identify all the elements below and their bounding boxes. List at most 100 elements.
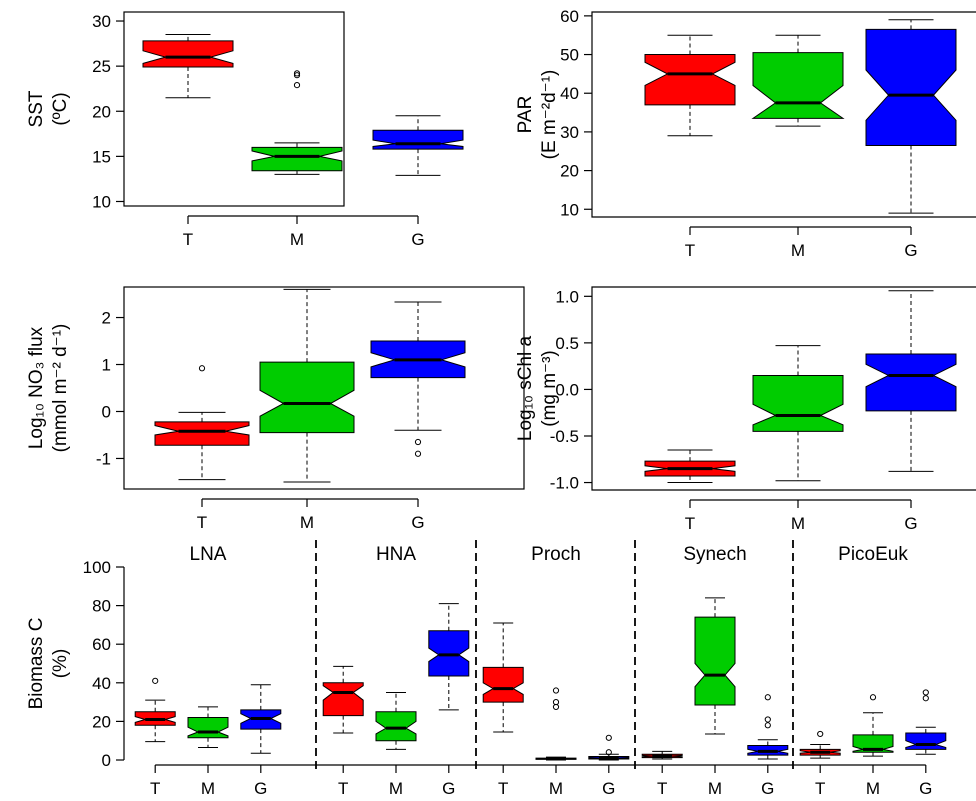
- box-M: [751, 52, 845, 119]
- x-tick-label: G: [904, 514, 917, 533]
- x-tick-label: M: [791, 514, 805, 533]
- y-axis-label: Log₁₀ NO₃ flux: [26, 326, 47, 449]
- box-M: [251, 146, 343, 172]
- x-tick-label: M: [300, 513, 314, 532]
- outlier-point: [764, 722, 771, 729]
- y-tick-label: 10: [92, 192, 111, 211]
- outlier-point: [152, 677, 159, 684]
- y-tick-label: 1: [102, 356, 111, 375]
- outlier-point: [293, 70, 301, 77]
- y-tick-label: 25: [92, 57, 111, 76]
- x-tick-label: T: [150, 779, 160, 798]
- plot-frame: [123, 286, 525, 490]
- y-axis-label: SST: [26, 90, 47, 127]
- box-T: [482, 666, 524, 703]
- x-tick-label: T: [815, 779, 825, 798]
- x-tick-label: G: [602, 779, 615, 798]
- y-axis-label: Biomass C: [26, 618, 47, 710]
- y-tick-label: 80: [92, 597, 111, 616]
- y-tick-label: 30: [560, 123, 579, 142]
- box-G: [865, 353, 957, 412]
- y-tick-label: 10: [560, 200, 579, 219]
- y-tick-label: 40: [560, 84, 579, 103]
- group-label: Proch: [531, 544, 581, 565]
- y-tick-label: 60: [560, 7, 579, 26]
- box-M: [694, 616, 736, 706]
- y-tick-label: -1: [96, 449, 111, 468]
- y-tick-label: 50: [560, 46, 579, 65]
- y-tick-label: 60: [92, 635, 111, 654]
- x-tick-label: M: [791, 241, 805, 260]
- x-tick-label: T: [183, 230, 193, 249]
- outlier-point: [764, 694, 771, 701]
- box-M: [259, 361, 355, 434]
- y-tick-label: -0.5: [550, 427, 579, 446]
- outlier-point: [605, 734, 612, 741]
- x-tick-label: G: [904, 241, 917, 260]
- outlier-point: [414, 438, 422, 446]
- x-tick-label: T: [197, 513, 207, 532]
- outlier-point: [869, 694, 877, 701]
- y-tick-label: 40: [92, 674, 111, 693]
- y-tick-label: 20: [92, 102, 111, 121]
- y-tick-label: 0: [102, 751, 111, 770]
- y-tick-label: 100: [83, 558, 111, 577]
- y-tick-label: 0.5: [555, 334, 579, 353]
- x-tick-label: G: [411, 513, 424, 532]
- group-label: HNA: [376, 544, 416, 565]
- group-label: PicoEuk: [838, 544, 908, 565]
- y-tick-label: 0: [102, 402, 111, 421]
- plot-frame: [591, 286, 976, 491]
- y-axis-unit: (mmol m⁻² d⁻¹): [50, 324, 71, 453]
- box-T: [644, 54, 736, 106]
- y-tick-label: 1.0: [555, 287, 579, 306]
- y-axis-unit: (ºC): [50, 92, 71, 125]
- group-label: LNA: [190, 544, 227, 565]
- x-tick-label: M: [866, 779, 880, 798]
- y-axis-unit: (%): [50, 649, 71, 679]
- y-axis-label: PAR: [515, 96, 536, 134]
- x-tick-label: M: [201, 779, 215, 798]
- y-tick-label: 15: [92, 147, 111, 166]
- box-M: [752, 374, 844, 432]
- y-axis-unit: (mg m⁻³): [539, 350, 560, 427]
- box-M: [187, 717, 229, 739]
- y-tick-label: -1.0: [550, 474, 579, 493]
- outlier-point: [198, 365, 206, 372]
- panel-1: [116, 11, 464, 224]
- box-T: [322, 682, 364, 717]
- x-tick-label: G: [442, 779, 455, 798]
- group-label: Synech: [683, 544, 746, 565]
- outlier-point: [922, 689, 929, 696]
- y-tick-label: 30: [92, 12, 111, 31]
- x-tick-label: G: [254, 779, 267, 798]
- x-tick-label: M: [549, 779, 563, 798]
- y-axis-label: Log₁₀ sChl a: [515, 336, 536, 442]
- panel-2: [584, 11, 976, 235]
- x-tick-label: T: [338, 779, 348, 798]
- outlier-point: [605, 749, 612, 756]
- plot-frame: [123, 11, 345, 207]
- outlier-point: [764, 716, 771, 723]
- x-tick-label: T: [657, 779, 667, 798]
- box-G: [865, 28, 957, 146]
- box-G: [905, 732, 947, 750]
- panel-3: [116, 286, 525, 507]
- panel-5: [116, 540, 947, 773]
- outlier-point: [817, 730, 824, 738]
- y-tick-label: 2: [102, 309, 111, 328]
- x-tick-label: T: [498, 779, 508, 798]
- y-tick-label: 20: [560, 162, 579, 181]
- x-tick-label: M: [290, 230, 304, 249]
- plot-frame: [591, 11, 976, 218]
- outlier-point: [293, 81, 301, 89]
- x-tick-label: G: [761, 779, 774, 798]
- outlier-point: [414, 450, 422, 457]
- box-T: [154, 421, 250, 446]
- y-tick-label: 20: [92, 712, 111, 731]
- box-M: [375, 711, 417, 742]
- x-tick-label: T: [685, 514, 695, 533]
- y-axis-unit: (E m⁻²d⁻¹): [539, 70, 560, 160]
- x-tick-label: G: [919, 779, 932, 798]
